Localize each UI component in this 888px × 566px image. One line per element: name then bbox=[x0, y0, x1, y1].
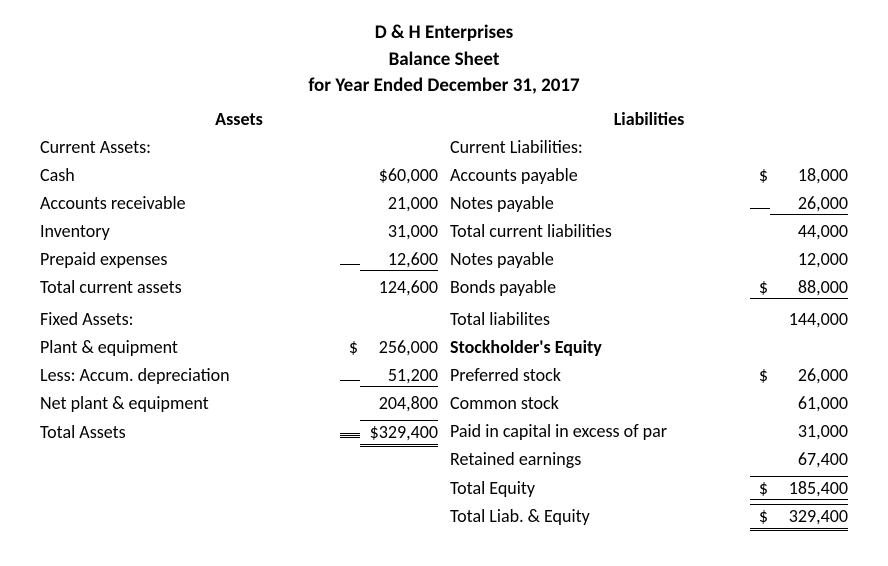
current-assets-heading: Current Assets: bbox=[40, 136, 340, 158]
ar-row: Accounts receivable 21,000 bbox=[40, 190, 438, 218]
value-cell: 31,000 bbox=[360, 220, 438, 242]
value-symbol bbox=[340, 433, 360, 438]
total-assets-row: Total Assets $329,400 bbox=[40, 418, 438, 449]
value-cell: 329,400 bbox=[770, 504, 848, 531]
value-cell: 44,000 bbox=[770, 220, 848, 242]
value-symbol bbox=[340, 264, 360, 265]
line-label: Cash bbox=[40, 164, 340, 186]
total-equity-row: Total Equity $ 185,400 bbox=[450, 474, 848, 502]
value-symbol: $ bbox=[340, 336, 360, 358]
line-label: Total Assets bbox=[40, 421, 340, 443]
line-label: Total Liab. & Equity bbox=[450, 505, 750, 527]
np-row: Notes payable 26,000 bbox=[450, 190, 848, 218]
line-label: Net plant & equipment bbox=[40, 392, 340, 414]
value-symbol bbox=[750, 208, 770, 209]
line-label: Retained earnings bbox=[450, 448, 750, 470]
preferred-row: Preferred stock $ 26,000 bbox=[450, 362, 848, 390]
value-cell: 31,000 bbox=[770, 420, 848, 442]
assets-heading: Assets bbox=[40, 106, 438, 134]
line-label: Plant & equipment bbox=[40, 336, 340, 358]
total-current-assets-row: Total current assets 124,600 bbox=[40, 274, 438, 302]
value-cell: 67,400 bbox=[770, 448, 848, 470]
value-symbol: $ bbox=[750, 276, 770, 299]
value-cell: 124,600 bbox=[360, 276, 438, 298]
fixed-assets-heading-row: Fixed Assets: bbox=[40, 306, 438, 334]
value-cell: 12,600 bbox=[360, 248, 438, 271]
value-symbol: $ bbox=[750, 476, 770, 500]
balance-sheet: Assets Current Assets: Cash $60,000 Acco… bbox=[40, 106, 848, 533]
line-label: Common stock bbox=[450, 392, 750, 414]
apic-row: Paid in capital in excess of par 31,000 bbox=[450, 418, 848, 446]
tcl-row: Total current liabilities 44,000 bbox=[450, 218, 848, 246]
np2-row: Notes payable 12,000 bbox=[450, 246, 848, 274]
current-liabilities-heading-row: Current Liabilities: bbox=[450, 134, 848, 162]
value-cell: $60,000 bbox=[360, 164, 438, 186]
prepaid-row: Prepaid expenses 12,600 bbox=[40, 246, 438, 274]
common-row: Common stock 61,000 bbox=[450, 390, 848, 418]
value-cell: 256,000 bbox=[360, 336, 438, 358]
current-liabilities-heading: Current Liabilities: bbox=[450, 136, 750, 158]
value-cell: 51,200 bbox=[360, 364, 438, 387]
line-label: Less: Accum. depreciation bbox=[40, 364, 340, 386]
company-name: D & H Enterprises bbox=[40, 20, 848, 47]
bonds-row: Bonds payable $ 88,000 bbox=[450, 274, 848, 302]
line-label: Paid in capital in excess of par bbox=[450, 420, 750, 442]
value-cell: 204,800 bbox=[360, 392, 438, 414]
value-cell: 12,000 bbox=[770, 248, 848, 270]
value-cell: 21,000 bbox=[360, 192, 438, 214]
value-cell: 185,400 bbox=[770, 476, 848, 500]
accum-dep-row: Less: Accum. depreciation 51,200 bbox=[40, 362, 438, 390]
line-label: Inventory bbox=[40, 220, 340, 242]
value-symbol: $ bbox=[750, 364, 770, 386]
value-symbol: $ bbox=[750, 504, 770, 531]
total-liabilities-row: Total liabilites 144,000 bbox=[450, 306, 848, 334]
line-label: Total liabilites bbox=[450, 308, 750, 330]
value-cell: $329,400 bbox=[360, 420, 438, 447]
fixed-assets-heading: Fixed Assets: bbox=[40, 308, 340, 330]
value-cell: 18,000 bbox=[770, 164, 848, 186]
equity-heading: Stockholder's Equity bbox=[450, 336, 750, 358]
value-cell: 88,000 bbox=[770, 276, 848, 299]
line-label: Accounts receivable bbox=[40, 192, 340, 214]
line-label: Notes payable bbox=[450, 192, 750, 214]
equity-heading-row: Stockholder's Equity bbox=[450, 334, 848, 362]
plant-equipment-row: Plant & equipment $ 256,000 bbox=[40, 334, 438, 362]
value-cell: 144,000 bbox=[770, 308, 848, 330]
current-assets-heading-row: Current Assets: bbox=[40, 134, 438, 162]
title-block: D & H Enterprises Balance Sheet for Year… bbox=[40, 20, 848, 100]
value-symbol bbox=[340, 380, 360, 381]
line-label: Total current liabilities bbox=[450, 220, 750, 242]
report-period: for Year Ended December 31, 2017 bbox=[40, 73, 848, 100]
assets-column: Assets Current Assets: Cash $60,000 Acco… bbox=[40, 106, 438, 533]
cash-row: Cash $60,000 bbox=[40, 162, 438, 190]
inventory-row: Inventory 31,000 bbox=[40, 218, 438, 246]
retained-row: Retained earnings 67,400 bbox=[450, 446, 848, 474]
value-symbol: $ bbox=[750, 164, 770, 186]
line-label: Accounts payable bbox=[450, 164, 750, 186]
line-label: Prepaid expenses bbox=[40, 248, 340, 270]
total-liab-equity-row: Total Liab. & Equity $ 329,400 bbox=[450, 502, 848, 533]
net-plant-row: Net plant & equipment 204,800 bbox=[40, 390, 438, 418]
value-cell: 26,000 bbox=[770, 364, 848, 386]
liabilities-heading: Liabilities bbox=[450, 106, 848, 134]
line-label: Total current assets bbox=[40, 276, 340, 298]
ap-row: Accounts payable $ 18,000 bbox=[450, 162, 848, 190]
liabilities-column: Liabilities Current Liabilities: Account… bbox=[450, 106, 848, 533]
value-cell: 26,000 bbox=[770, 192, 848, 215]
line-label: Bonds payable bbox=[450, 276, 750, 298]
line-label: Preferred stock bbox=[450, 364, 750, 386]
value-cell: 61,000 bbox=[770, 392, 848, 414]
report-name: Balance Sheet bbox=[40, 47, 848, 74]
line-label: Total Equity bbox=[450, 477, 750, 499]
line-label: Notes payable bbox=[450, 248, 750, 270]
